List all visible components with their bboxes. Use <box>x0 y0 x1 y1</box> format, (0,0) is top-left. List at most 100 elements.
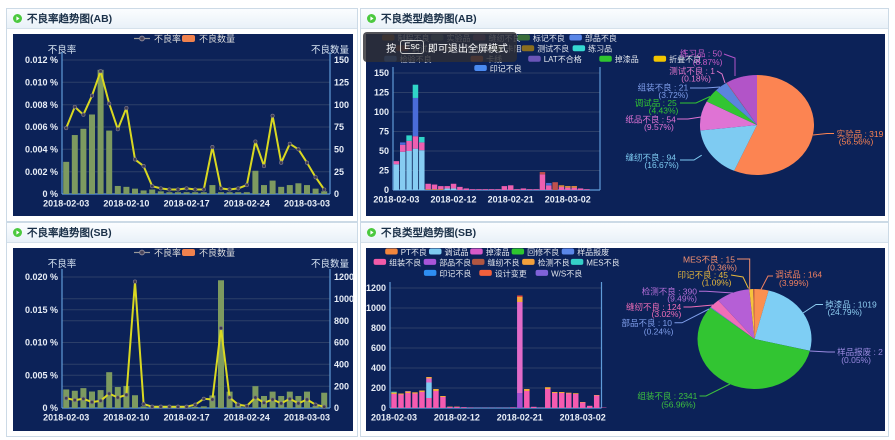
svg-text:折叠不良: 折叠不良 <box>669 54 701 64</box>
svg-text:50: 50 <box>334 145 344 155</box>
svg-text:2018-02-21: 2018-02-21 <box>497 413 543 423</box>
svg-text:(3.72%): (3.72%) <box>658 90 688 100</box>
svg-text:2018-02-24: 2018-02-24 <box>224 413 270 423</box>
svg-text:0.002 %: 0.002 % <box>25 167 58 177</box>
svg-text:调试品: 调试品 <box>445 247 469 257</box>
svg-text:400: 400 <box>371 363 386 373</box>
svg-text:缝纫不良 : 124: 缝纫不良 : 124 <box>626 302 682 312</box>
svg-text:MES不良 : 15: MES不良 : 15 <box>683 255 735 265</box>
svg-text:2018-02-12: 2018-02-12 <box>430 195 476 205</box>
svg-text:样品报废: 样品报废 <box>577 247 609 257</box>
svg-text:(8.87%): (8.87%) <box>693 57 723 67</box>
svg-text:2018-02-03: 2018-02-03 <box>371 413 417 423</box>
svg-text:2018-02-03: 2018-02-03 <box>43 413 89 423</box>
svg-text:0: 0 <box>384 185 389 195</box>
svg-text:(56.56%): (56.56%) <box>839 136 874 146</box>
svg-text:印记不良: 印记不良 <box>439 268 471 278</box>
svg-text:测试不良 : 1: 测试不良 : 1 <box>669 66 715 76</box>
svg-text:LAT不合格: LAT不合格 <box>544 54 582 64</box>
svg-text:600: 600 <box>371 343 386 353</box>
svg-text:0.004 %: 0.004 % <box>25 145 58 155</box>
svg-text:部品不良: 部品不良 <box>585 33 617 43</box>
svg-text:掉漆品: 掉漆品 <box>615 54 639 64</box>
svg-text:不良率: 不良率 <box>48 258 77 270</box>
svg-text:150: 150 <box>374 68 389 78</box>
svg-text:PT不良: PT不良 <box>401 247 427 257</box>
svg-text:调试品 : 164: 调试品 : 164 <box>775 269 822 279</box>
svg-text:(3.99%): (3.99%) <box>779 278 809 288</box>
svg-text:(9.49%): (9.49%) <box>667 294 697 304</box>
svg-text:(16.67%): (16.67%) <box>644 160 679 170</box>
svg-text:缝纫不良 : 94: 缝纫不良 : 94 <box>625 153 676 163</box>
svg-text:2018-03-03: 2018-03-03 <box>284 413 330 423</box>
svg-text:400: 400 <box>334 360 349 370</box>
svg-text:W/S不良: W/S不良 <box>551 268 582 278</box>
svg-text:掉漆品: 掉漆品 <box>486 247 510 257</box>
svg-text:测试不良: 测试不良 <box>537 44 569 54</box>
svg-text:800: 800 <box>334 316 349 326</box>
svg-text:(0.18%): (0.18%) <box>681 74 711 84</box>
svg-text:检测不良 : 390: 检测不良 : 390 <box>642 286 698 296</box>
svg-text:(4.43%): (4.43%) <box>649 106 679 116</box>
svg-text:0 %: 0 % <box>42 403 58 413</box>
svg-text:0.020 %: 0.020 % <box>25 272 58 282</box>
svg-text:组装不良: 组装不良 <box>389 257 421 267</box>
svg-text:2018-02-10: 2018-02-10 <box>103 199 149 209</box>
svg-text:实验品 : 319: 实验品 : 319 <box>837 129 884 139</box>
svg-text:(9.57%): (9.57%) <box>644 122 674 132</box>
svg-text:不良率: 不良率 <box>154 247 181 258</box>
svg-text:2018-03-02: 2018-03-02 <box>545 195 591 205</box>
svg-text:不良率: 不良率 <box>48 44 77 56</box>
svg-text:0.005 %: 0.005 % <box>25 370 58 380</box>
svg-text:50: 50 <box>379 146 389 156</box>
svg-text:不良数量: 不良数量 <box>311 44 350 56</box>
svg-text:2018-02-03: 2018-02-03 <box>43 199 89 209</box>
svg-text:2018-02-12: 2018-02-12 <box>434 413 480 423</box>
svg-text:(0.05%): (0.05%) <box>841 355 871 365</box>
svg-text:2018-02-17: 2018-02-17 <box>164 413 210 423</box>
svg-text:印记不良: 印记不良 <box>490 63 522 73</box>
svg-text:(0.24%): (0.24%) <box>644 327 674 337</box>
svg-text:200: 200 <box>334 381 349 391</box>
svg-text:样品报废 : 2: 样品报废 : 2 <box>837 347 883 357</box>
svg-text:0.006 %: 0.006 % <box>25 122 58 132</box>
svg-text:75: 75 <box>379 127 389 137</box>
svg-text:调试品 : 25: 调试品 : 25 <box>635 98 677 108</box>
svg-text:印记不良 : 45: 印记不良 : 45 <box>677 270 728 280</box>
svg-text:2018-02-17: 2018-02-17 <box>164 199 210 209</box>
svg-text:125: 125 <box>374 88 389 98</box>
svg-text:掉漆品 : 1019: 掉漆品 : 1019 <box>825 299 877 309</box>
svg-text:2018-03-02: 2018-03-02 <box>560 413 606 423</box>
svg-text:0.010 %: 0.010 % <box>25 338 58 348</box>
svg-text:25: 25 <box>379 166 389 176</box>
svg-text:100: 100 <box>334 100 349 110</box>
svg-text:0.012 %: 0.012 % <box>25 55 58 65</box>
svg-text:25: 25 <box>334 167 344 177</box>
svg-text:200: 200 <box>371 383 386 393</box>
svg-text:标记不良: 标记不良 <box>533 33 565 43</box>
svg-text:MES不良: MES不良 <box>586 257 619 267</box>
svg-text:检测不良: 检测不良 <box>538 257 570 267</box>
svg-text:纸品不良 : 54: 纸品不良 : 54 <box>625 114 676 124</box>
svg-text:125: 125 <box>334 78 349 88</box>
svg-text:练习品: 练习品 <box>588 44 612 54</box>
svg-text:1200: 1200 <box>334 272 354 282</box>
svg-text:(56.96%): (56.96%) <box>661 400 696 410</box>
svg-text:0.008 %: 0.008 % <box>25 100 58 110</box>
svg-text:(3.02%): (3.02%) <box>652 309 682 319</box>
svg-text:1200: 1200 <box>366 283 386 293</box>
svg-text:部品不良: 部品不良 <box>439 257 471 267</box>
svg-text:0 %: 0 % <box>42 189 58 199</box>
svg-text:不良数量: 不良数量 <box>311 258 350 270</box>
svg-text:0: 0 <box>334 189 339 199</box>
svg-text:800: 800 <box>371 323 386 333</box>
svg-text:2018-02-03: 2018-02-03 <box>373 195 419 205</box>
svg-text:2018-02-21: 2018-02-21 <box>488 195 534 205</box>
svg-text:(24.79%): (24.79%) <box>828 307 863 317</box>
svg-text:(0.36%): (0.36%) <box>707 262 737 272</box>
svg-text:设计变更: 设计变更 <box>495 268 527 278</box>
svg-text:150: 150 <box>334 55 349 65</box>
svg-text:回修不良: 回修不良 <box>527 247 559 257</box>
svg-text:1000: 1000 <box>366 303 386 313</box>
svg-text:0: 0 <box>381 403 386 413</box>
